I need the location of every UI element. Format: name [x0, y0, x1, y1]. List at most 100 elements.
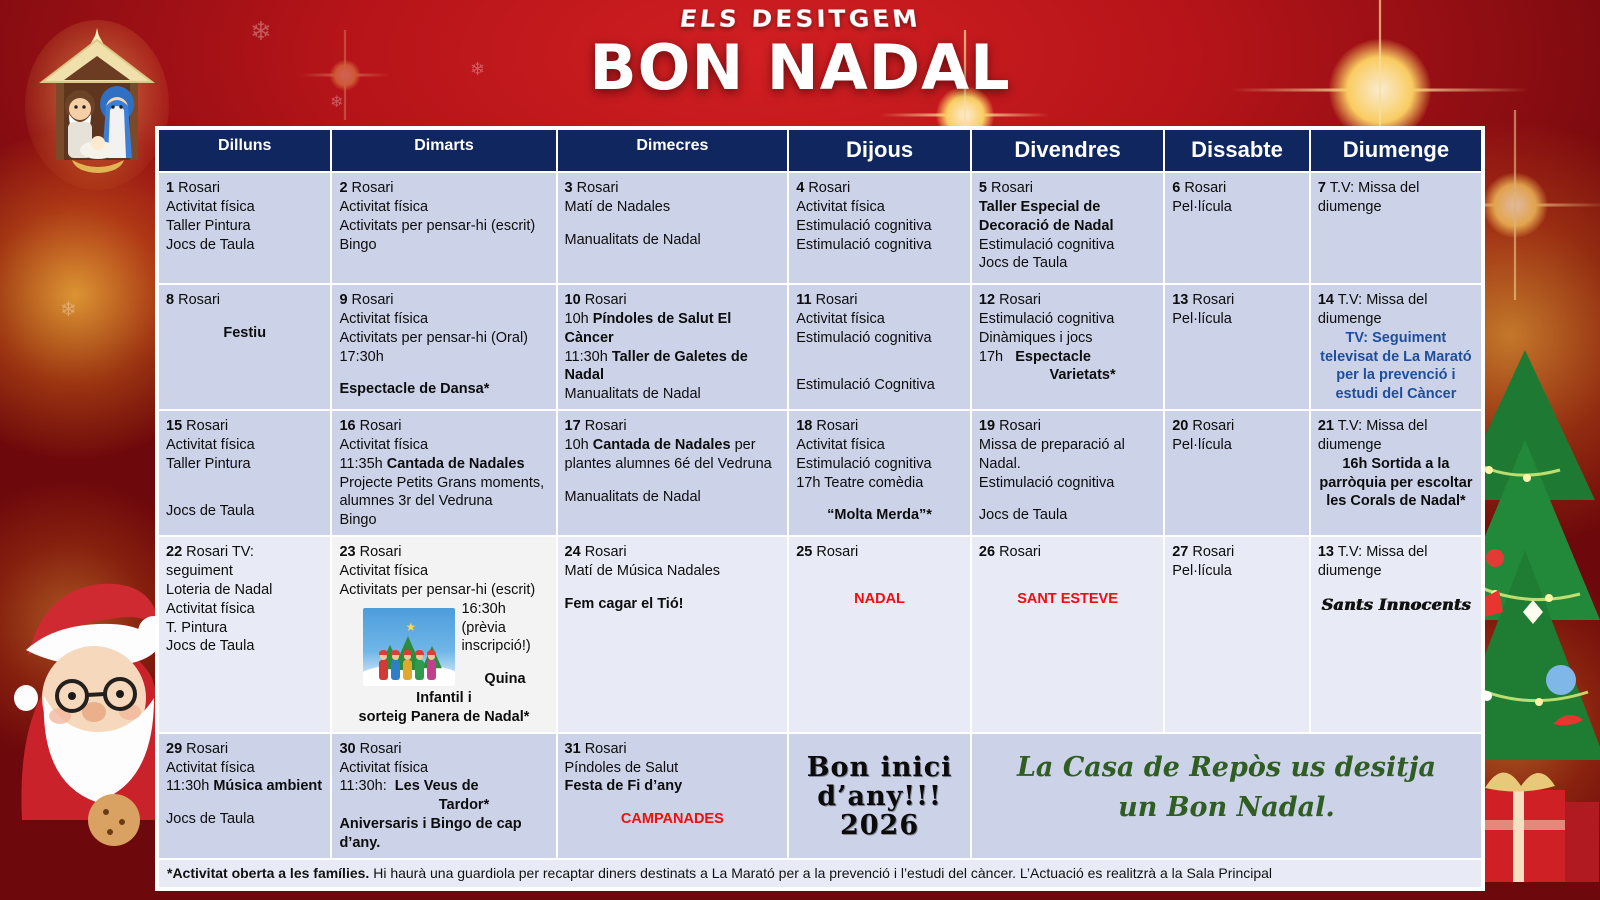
holiday-label-campanades: CAMPANADES [620, 811, 724, 828]
activity-time: 17h [978, 348, 1004, 365]
day-highlight: Tardor* [438, 797, 490, 814]
new-year-cell[interactable]: Bon inici d’any!!! 2026 [787, 731, 972, 860]
calendar-header-row: Dilluns Dimarts Dimecres Dijous Divendre… [156, 128, 1484, 173]
day-cell-18[interactable]: 18 Rosari Activitat física Estimulació c… [787, 409, 972, 538]
day-activity: Activitats per pensar-hi (escrit) [339, 581, 536, 598]
greeting-cell[interactable]: La Casa de Repòs us desitja un Bon Nadal… [969, 731, 1484, 860]
day-number: 6 [1172, 180, 1181, 196]
day-cell-15[interactable]: 15 Rosari Activitat física Taller Pintur… [156, 409, 333, 538]
spacer [1318, 581, 1474, 595]
day-cell-20[interactable]: 20 Rosari Pel·lícula [1163, 409, 1311, 538]
day-cell-1[interactable]: 1 Rosari Activitat física Taller Pintura… [156, 171, 333, 285]
day-cell-8[interactable]: 8 Rosari Festiu [156, 282, 333, 412]
calendar-week-row: 15 Rosari Activitat física Taller Pintur… [156, 409, 1484, 538]
day-cell-13[interactable]: 13 Rosari Pel·lícula [1163, 282, 1311, 412]
day-cell-28[interactable]: 13 T.V: Missa del diumenge Sants Innocen… [1308, 535, 1484, 734]
day-highlight: Aniversaris i Bingo de cap d’any. [339, 816, 522, 851]
day-cell-27[interactable]: 27 Rosari Pel·lícula [1163, 535, 1311, 734]
snowflake-icon: ❄ [250, 16, 272, 46]
spacer [565, 217, 781, 231]
spacer [796, 492, 963, 506]
day-first-line: Rosari [584, 740, 627, 757]
day-number: 13 [1172, 292, 1189, 308]
day-number: 26 [978, 544, 996, 561]
day-cell-17[interactable]: 17 Rosari 10h Cantada de Nadales per pla… [555, 409, 790, 538]
day-cell-25[interactable]: 25 Rosari NADAL [787, 535, 972, 734]
day-number: 30 [339, 740, 356, 757]
day-number: 31 [564, 740, 581, 757]
new-year-line: Bon inici [806, 751, 953, 783]
day-activity: Activitat física [796, 310, 885, 327]
day-first-line: Rosari [1192, 292, 1235, 308]
day-activity: Dinàmiques i jocs [978, 329, 1093, 346]
day-cell-24[interactable]: 24 Rosari Matí de Música Nadales Fem cag… [555, 535, 790, 734]
day-activity: Estimulació cognitiva [796, 236, 932, 253]
day-cell-2[interactable]: 2 Rosari Activitat física Activitats per… [330, 171, 558, 285]
day-cell-16[interactable]: 16 Rosari Activitat física 11:35h Cantad… [330, 409, 558, 538]
day-activity: Pel·lícula [1172, 562, 1232, 579]
day-highlight: Fem cagar el Tió! [564, 595, 684, 612]
weekday-header-diumenge: Diumenge [1308, 128, 1484, 173]
day-number: 21 [1317, 418, 1334, 435]
day-number: 15 [166, 418, 183, 435]
spacer [979, 562, 1156, 576]
day-activity: Estimulació cognitiva [978, 236, 1115, 253]
day-first-line: Rosari [178, 180, 221, 196]
day-activity: Loteria de Nadal [166, 581, 273, 598]
day-number: 25 [796, 544, 813, 561]
day-cell-26[interactable]: 26 Rosari SANT ESTEVE [969, 535, 1166, 734]
day-activity: Nadal. [978, 455, 1021, 472]
marato-announcement: TV: Seguiment televisat de La Marató per… [1320, 329, 1472, 403]
day-highlight: sorteig Panera de Nadal* [358, 708, 530, 725]
day-cell-29[interactable]: 29 Rosari Activitat física 11:30h Música… [156, 731, 333, 860]
day-cell-9[interactable]: 9 Rosari Activitat física Activitats per… [330, 282, 558, 412]
day-number: 27 [1172, 544, 1189, 561]
day-cell-31[interactable]: 31 Rosari Píndoles de Salut Festa de Fi … [555, 731, 790, 860]
day-cell-10[interactable]: 10 Rosari 10h Píndoles de Salut El Cànce… [555, 282, 790, 412]
day-cell-23[interactable]: 23 Rosari Activitat física Activitats pe… [330, 535, 558, 734]
day-cell-3[interactable]: 3 Rosari Matí de Nadales Manualitats de … [555, 171, 790, 285]
day-cell-14[interactable]: 14 T.V: Missa del diumenge TV: Seguiment… [1308, 282, 1484, 412]
day-first-line: Rosari [815, 292, 858, 308]
santa-claus-illustration [2, 520, 167, 850]
day-number: 3 [564, 180, 573, 196]
day-cell-6[interactable]: 6 Rosari Pel·lícula [1163, 171, 1311, 285]
day-activity: Jocs de Taula [978, 255, 1068, 272]
day-activity: Activitat física [339, 759, 429, 776]
holiday-label-nadal: NADAL [854, 590, 905, 607]
day-cell-12[interactable]: 12 Rosari Estimulació cognitiva Dinàmiqu… [969, 282, 1166, 412]
spacer [979, 576, 1156, 590]
day-first-line: Rosari [186, 740, 229, 757]
day-highlight: Píndoles de Salut El Càncer [564, 310, 732, 346]
day-activity: Jocs de Taula [166, 811, 255, 828]
day-activity: 16:30h (prèvia inscripció!) [461, 600, 531, 655]
calendar-week-row: 1 Rosari Activitat física Taller Pintura… [156, 171, 1484, 285]
day-cell-5[interactable]: 5 Rosari Taller Especial de Decoració de… [969, 171, 1166, 285]
day-number: 11 [796, 292, 812, 308]
day-activity: diumenge [1317, 436, 1382, 453]
day-number: 16 [339, 418, 356, 435]
calendar-week-row: 8 Rosari Festiu 9 Rosari Activitat físic… [156, 282, 1484, 412]
day-activity: Activitat física [339, 310, 429, 327]
day-cell-19[interactable]: 19 Rosari Missa de preparació al Nadal. … [969, 409, 1166, 538]
day-cell-30[interactable]: 30 Rosari Activitat física 11:30h: Les V… [330, 731, 558, 860]
day-number: 2 [339, 180, 348, 196]
spacer [565, 474, 781, 488]
day-cell-7[interactable]: 7 T.V: Missa del diumenge [1308, 171, 1484, 285]
day-activity: Activitats per pensar-hi (escrit) [339, 217, 536, 234]
footnote-bold: *Activitat oberta a les famílies. [167, 864, 370, 881]
calendar-week-row: 29 Rosari Activitat física 11:30h Música… [156, 731, 1484, 860]
day-cell-21[interactable]: 21 T.V: Missa del diumenge 16h Sortida a… [1308, 409, 1484, 538]
day-activity-mixed: 10h Píndoles de Salut El Càncer [564, 310, 732, 346]
day-first-line: Rosari [1192, 544, 1235, 561]
day-cell-11[interactable]: 11 Rosari Activitat física Estimulació c… [787, 282, 972, 412]
star-burst-icon [300, 30, 390, 120]
spacer [796, 562, 963, 576]
day-first-line: Rosari [808, 180, 851, 196]
spacer [166, 474, 323, 488]
weekday-header-dijous: Dijous [787, 128, 972, 173]
day-cell-4[interactable]: 4 Rosari Activitat física Estimulació co… [787, 171, 972, 285]
spacer [796, 362, 963, 376]
day-activity: Estimulació cognitiva [796, 217, 932, 234]
day-cell-22[interactable]: 22 Rosari TV: seguiment Loteria de Nadal… [156, 535, 333, 734]
